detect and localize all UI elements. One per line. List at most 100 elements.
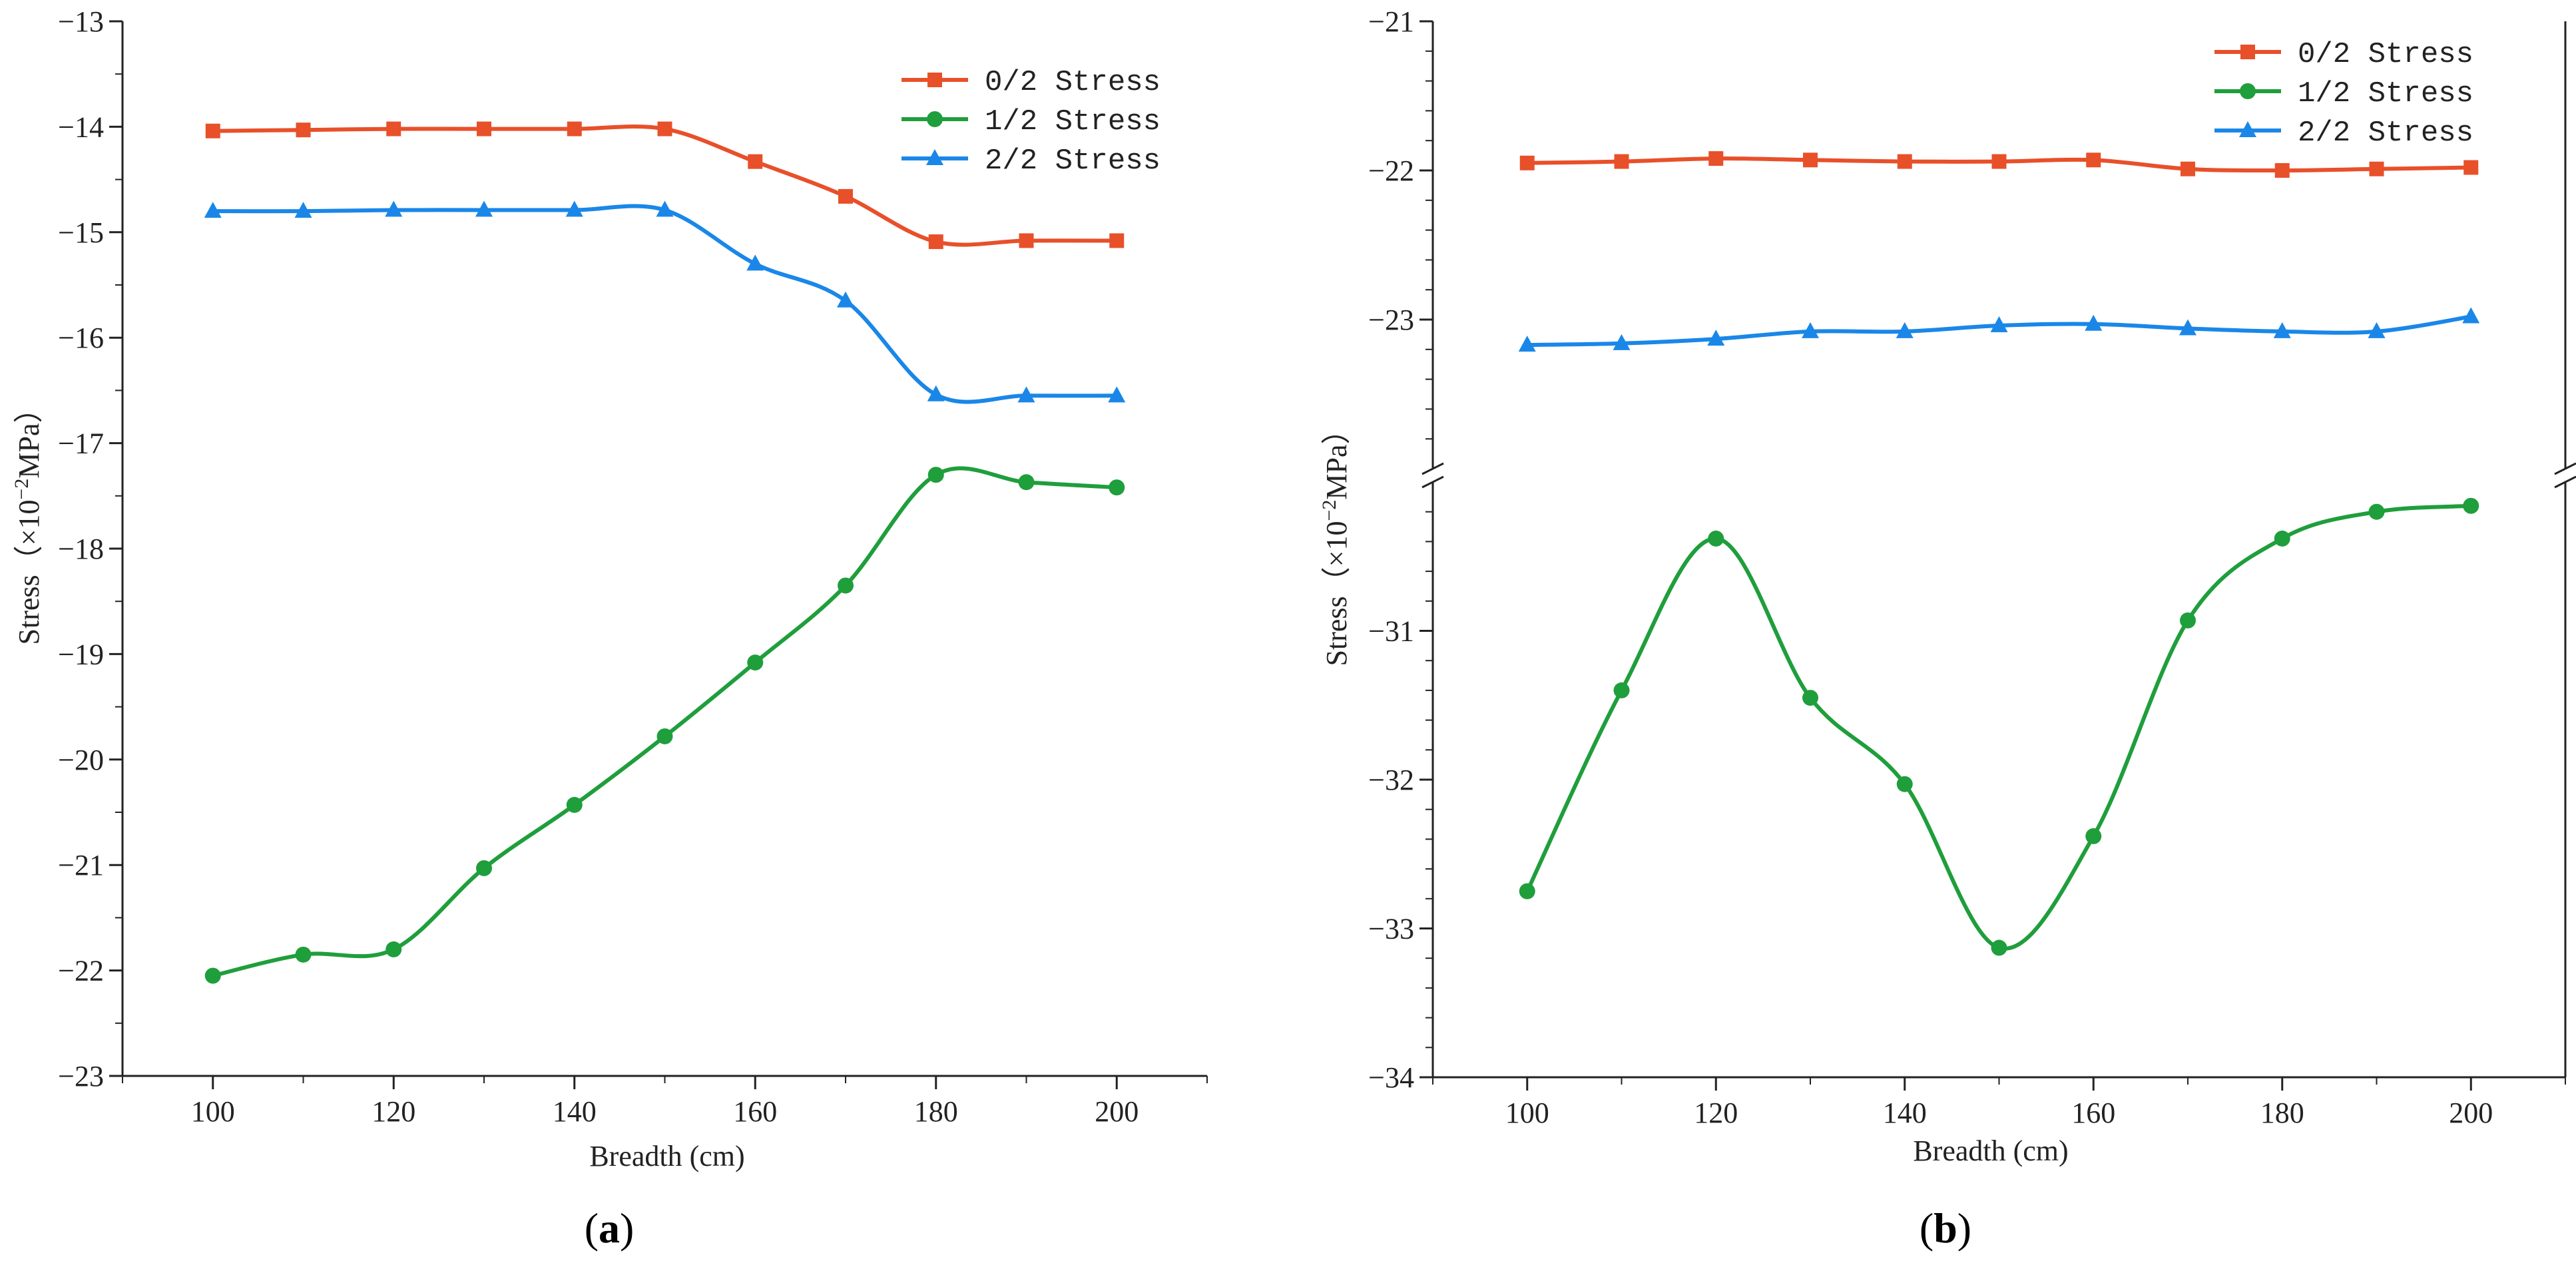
panel-a-label-open: ( <box>585 1204 599 1252</box>
panel-b-y-tick-label-upper: −23 <box>1368 304 1414 336</box>
panel-b-point-s2 <box>1896 322 1914 338</box>
panel-a-label: (a) <box>585 1204 635 1252</box>
panel-a-point-s0 <box>838 188 853 204</box>
panel-a-point-s1 <box>566 796 583 813</box>
panel-b-label-open: ( <box>1920 1204 1933 1252</box>
panel-b-point-s1 <box>2085 828 2102 844</box>
panel-b-legend-marker-1 <box>2240 83 2256 99</box>
panel-a-point-s1 <box>476 860 492 876</box>
panel-a-label-letter: a <box>599 1204 620 1252</box>
panel-b-point-s0 <box>1708 151 1724 166</box>
panel-b-axes: −23 −22 −21 −34 −33 −32 −31 100 120 140 160 180 200 <box>1368 5 2576 1129</box>
panel-a-label-close: ) <box>620 1204 634 1252</box>
panel-b-y-tick-label-lower: −31 <box>1368 615 1414 648</box>
panel-a-y-tick-label: −21 <box>58 849 104 882</box>
panel-b-point-s1 <box>1896 776 1913 792</box>
panel-b-y-tick-label-upper: −21 <box>1368 5 1414 38</box>
panel-a-y-axis-title: Stress（×10−2MPa） <box>11 394 45 645</box>
panel-a-y-tick-label: −22 <box>58 955 104 987</box>
panel-a-point-s0 <box>1109 233 1125 248</box>
panel-b-point-s1 <box>2463 497 2479 514</box>
panel-a-point-s1 <box>927 467 944 483</box>
panel-b-x-axis-title: Breadth (cm) <box>1913 1135 2068 1167</box>
panel-a-point-s2 <box>294 202 312 218</box>
panel-b-point-s2 <box>1990 316 2008 332</box>
panel-b-point-s2 <box>1707 330 1725 346</box>
panel-a-legend-label-1: 1/2 Stress <box>985 105 1160 138</box>
panel-b-legend-label-2: 2/2 Stress <box>2298 117 2473 150</box>
panel-a-legend-label-0: 0/2 Stress <box>985 66 1160 99</box>
panel-b-point-s2 <box>2273 322 2291 338</box>
panel-b-legend-label-1: 1/2 Stress <box>2298 77 2473 111</box>
panel-a-point-s1 <box>656 728 673 744</box>
panel-a-x-tick-label: 120 <box>372 1095 415 1128</box>
panel-a-y-title-exponent: −2 <box>11 479 33 500</box>
panel-b-y-title-prefix: Stress（×10 <box>1320 521 1353 666</box>
panel-b-point-s1 <box>1613 682 1630 698</box>
panel-a-point-s0 <box>296 123 311 138</box>
panel-a-y-tick-label: −13 <box>58 5 104 38</box>
panel-b-point-s2 <box>2179 319 2196 336</box>
panel-a-point-s2 <box>656 200 674 217</box>
panel-b-point-s0 <box>1991 154 2007 169</box>
panel-a-x-axis-title: Breadth (cm) <box>589 1140 744 1172</box>
panel-b-break-mark-1-bottom <box>2554 475 2576 489</box>
panel-a-point-s2 <box>837 291 854 308</box>
panel-a-y-title-prefix: Stress（×10 <box>13 500 45 645</box>
panel-b-break-mark-0-top <box>1421 462 1444 475</box>
panel-a-point-s0 <box>1019 233 1034 248</box>
panel-b-y-tick-label-upper: −22 <box>1368 154 1414 187</box>
panel-a-y-tick-label: −19 <box>58 638 104 670</box>
panel-a-y-tick-label: −14 <box>58 111 104 143</box>
panel-a-point-s1 <box>1018 474 1035 491</box>
panel-a-point-s0 <box>748 154 763 169</box>
panel-b-point-s0 <box>1803 152 1818 168</box>
panel-b-y-tick-label-lower: −34 <box>1368 1061 1414 1094</box>
panel-a-y-tick-label: −18 <box>58 533 104 565</box>
panel-b-point-s1 <box>2368 503 2385 520</box>
panel-b-point-s0 <box>2181 161 2195 176</box>
panel-b-y-tick-label-lower: −32 <box>1368 764 1414 796</box>
panel-a-x-tick-label: 160 <box>733 1095 777 1128</box>
panel-b-legend-marker-2 <box>2239 121 2256 137</box>
panel-b-y-tick-label-lower: −33 <box>1368 913 1414 945</box>
panel-a-series-markers <box>204 121 1126 984</box>
panel-a-y-title-suffix: MPa） <box>13 394 45 479</box>
panel-b-point-s2 <box>2085 314 2103 331</box>
panel-b-series-markers <box>1518 151 2480 956</box>
panel-b-x-tick-label: 120 <box>1694 1097 1738 1129</box>
panel-a-point-s0 <box>657 121 672 136</box>
panel-b-break-mark-1-top <box>2554 462 2576 475</box>
panel-b-y-axis-title: Stress（×10−2MPa） <box>1318 415 1353 666</box>
panel-b-point-s2 <box>2368 322 2386 338</box>
panel-a-legend-marker-2 <box>926 149 943 165</box>
panel-b-x-tick-label: 180 <box>2260 1097 2304 1129</box>
panel-a-point-s0 <box>386 121 401 136</box>
panel-a-point-s0 <box>567 121 582 136</box>
panel-a-point-s0 <box>477 121 491 136</box>
panel-a-point-s2 <box>746 254 764 271</box>
panel-b-point-s0 <box>1519 155 1535 170</box>
panel-a-x-tick-label: 140 <box>553 1095 597 1128</box>
panel-a-legend-marker-1 <box>927 111 943 127</box>
panel-a-point-s1 <box>204 967 221 984</box>
panel-b-point-s0 <box>1614 154 1629 169</box>
panel-a-y-tick-label: −23 <box>58 1060 104 1093</box>
panel-a-point-s2 <box>385 200 403 217</box>
panel-a-y-tick-label: −20 <box>58 744 104 776</box>
panel-a-x-tick-label: 100 <box>191 1095 235 1128</box>
panel-b-point-s2 <box>1802 322 1819 338</box>
panel-a-y-tick-label: −16 <box>58 322 104 354</box>
panel-a-series-line-2 <box>212 204 1117 404</box>
panel-b-point-s0 <box>2369 161 2384 176</box>
panel-a-y-tick-label: −17 <box>58 427 104 460</box>
panel-a-point-s2 <box>927 385 945 401</box>
panel-b-point-s2 <box>1613 334 1631 350</box>
panel-b-point-s0 <box>2086 152 2101 168</box>
panel-a-point-s1 <box>386 941 402 957</box>
panel-b-legend-label-0: 0/2 Stress <box>2298 38 2473 71</box>
panel-b-y-title-exponent: −2 <box>1318 500 1340 521</box>
panel-a-axes: −23 −22 −21 −20 −19 −18 −17 −16 −15 −14 −13 100 120 1… <box>58 5 1208 1128</box>
panel-b-point-s0 <box>2463 160 2479 175</box>
